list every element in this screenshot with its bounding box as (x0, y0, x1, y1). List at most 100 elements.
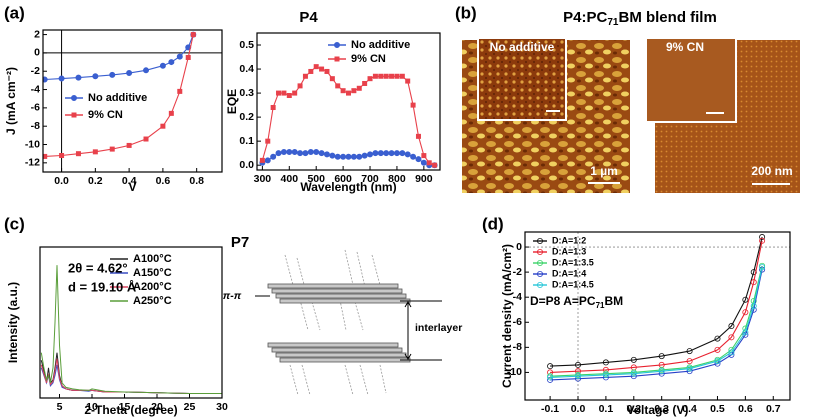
marker (399, 150, 406, 157)
marker (329, 152, 336, 159)
series-line (550, 240, 763, 373)
legend-label: A100°C (133, 253, 172, 265)
marker (742, 296, 749, 303)
marker (340, 88, 346, 94)
x-tick-label: 0.0 (571, 403, 586, 415)
legend-label: A150°C (133, 267, 172, 279)
afm-panel: P4:PC71BM blend film No additive 1 µm 9%… (462, 9, 800, 193)
marker (286, 148, 293, 155)
annotation: 2θ = 4.62° (68, 260, 128, 275)
chart-title: P4 (299, 9, 318, 26)
scale-label: 200 nm (751, 164, 792, 178)
marker (658, 368, 665, 375)
y-tick-label: 0 (34, 47, 40, 59)
x-tick-label: -0.1 (541, 403, 559, 415)
marker (75, 74, 82, 81)
series-line (550, 236, 763, 367)
marker (658, 353, 665, 360)
marker (334, 56, 340, 62)
marker (109, 71, 116, 78)
annotation-part: BM (605, 294, 624, 308)
x-tick-label: 0.2 (88, 175, 103, 187)
marker (176, 53, 183, 60)
afm-inset (645, 37, 737, 123)
x-tick-label: 5 (57, 401, 63, 413)
spacing-label: interlayer (415, 322, 462, 334)
marker (367, 76, 373, 82)
y-tick-label: -10 (507, 366, 522, 378)
y-tick-label: -2 (31, 65, 40, 77)
marker (264, 157, 271, 164)
marker (602, 359, 609, 366)
marker (71, 95, 78, 102)
x-tick-label: 700 (361, 173, 379, 185)
marker (728, 323, 735, 330)
marker (43, 76, 48, 83)
marker (329, 76, 335, 82)
y-tick-label: 0.5 (239, 39, 254, 51)
panel-label: (c) (4, 214, 25, 233)
marker (426, 160, 432, 166)
panel-label: (b) (455, 3, 477, 22)
chart: 300 400 500 600 700 800 900 0.0 0.1 0.2 0.3 0.4 0.5 P… (225, 9, 441, 194)
marker (367, 151, 374, 158)
marker (759, 234, 766, 241)
marker (404, 151, 411, 158)
x-axis-label: Voltage (V) (627, 403, 689, 417)
marker (259, 157, 265, 163)
y-axis-label: J (mA cm⁻²) (4, 67, 18, 135)
marker (421, 153, 427, 159)
marker (319, 66, 325, 72)
legend-label: No additive (351, 39, 410, 51)
panel-label: (d) (482, 214, 504, 233)
marker (297, 150, 304, 157)
x-tick-label: 0.8 (189, 175, 204, 187)
title-subscript: 71 (607, 17, 619, 28)
marker (297, 83, 303, 89)
x-tick-label: 0.7 (766, 403, 781, 415)
marker (377, 150, 384, 157)
marker (410, 102, 416, 108)
marker (394, 73, 400, 79)
legend-label: No additive (88, 92, 147, 104)
marker (372, 150, 379, 157)
marker (759, 237, 766, 244)
y-tick-label: 0.1 (239, 135, 254, 147)
marker (415, 156, 422, 163)
title-part: BM blend film (618, 9, 716, 26)
series-line (44, 34, 194, 81)
x-tick-label: 0.5 (710, 403, 725, 415)
marker (324, 68, 330, 74)
y-tick-label: -4 (513, 291, 522, 303)
marker (292, 90, 298, 96)
y-tick-label: 2 (34, 28, 40, 40)
marker (59, 153, 65, 159)
marker (420, 159, 427, 166)
marker (405, 78, 411, 84)
marker (109, 146, 115, 152)
marker (630, 356, 637, 363)
marker (276, 90, 282, 96)
marker (143, 67, 150, 74)
plot-frame (42, 29, 223, 173)
series-line (40, 265, 222, 394)
marker (313, 64, 319, 70)
marker (126, 142, 132, 148)
x-tick-label: 0.0 (54, 175, 69, 187)
marker (71, 112, 77, 118)
marker (714, 346, 721, 353)
x-tick-label: 0.1 (599, 403, 614, 415)
x-axis-label: 2-Theta (degree) (84, 403, 177, 417)
x-tick-label: 500 (307, 173, 325, 185)
marker (281, 90, 287, 96)
y-tick-label: 0.0 (239, 159, 254, 171)
marker (361, 152, 368, 159)
y-tick-label: -4 (31, 83, 40, 95)
stacking-label: π-π (223, 290, 242, 302)
y-tick-label: 0.4 (239, 63, 254, 75)
marker (759, 264, 766, 271)
marker (335, 83, 341, 89)
y-tick-label: 0.3 (239, 87, 254, 99)
marker (333, 42, 340, 49)
marker (75, 151, 81, 157)
